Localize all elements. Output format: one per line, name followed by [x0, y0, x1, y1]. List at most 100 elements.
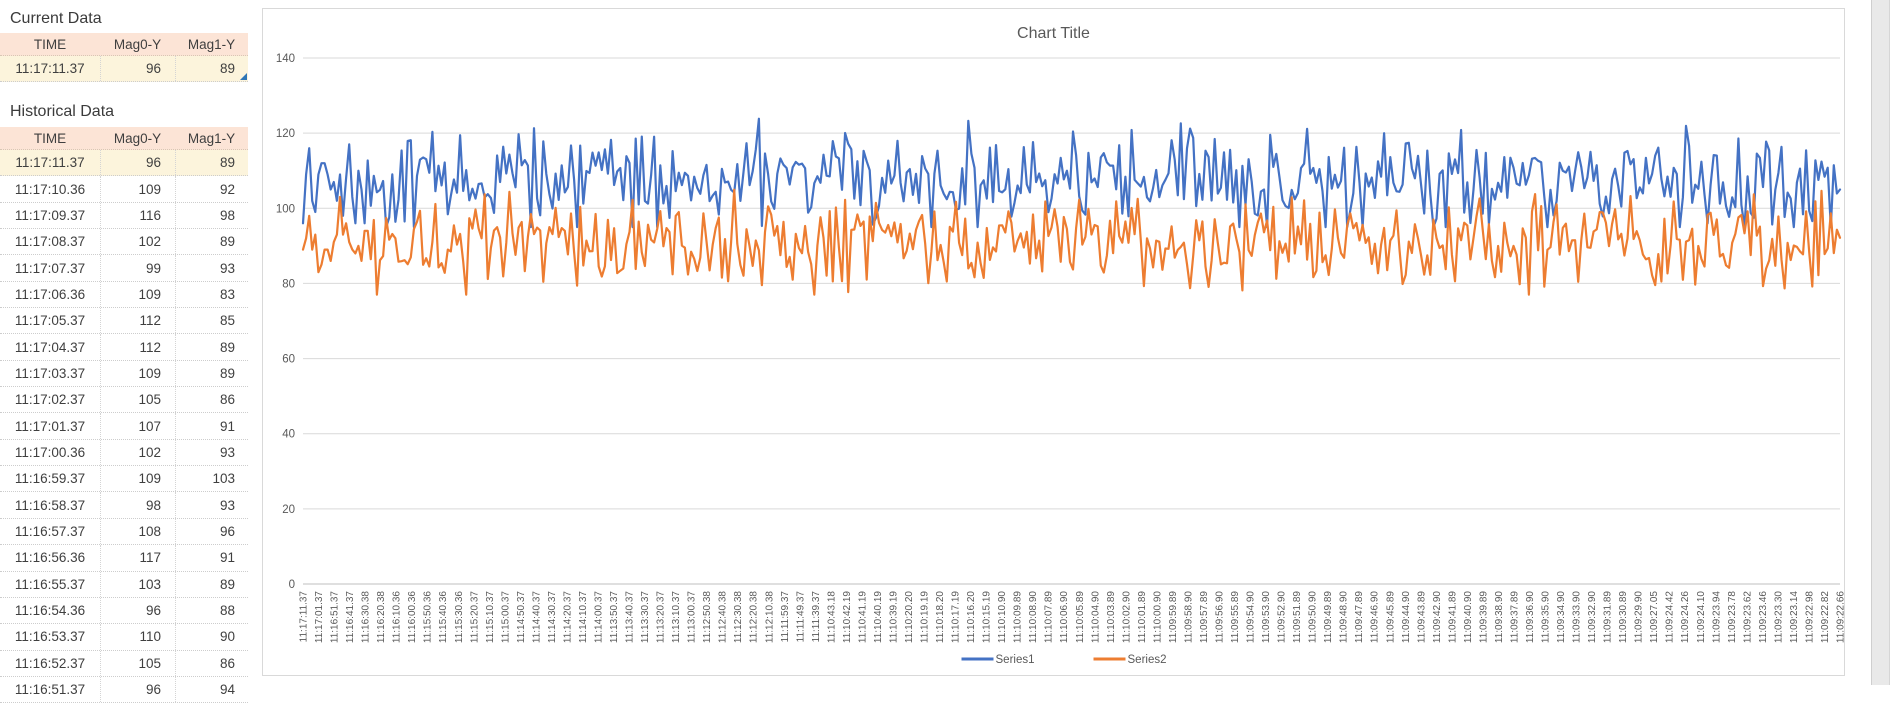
cell-mag0[interactable]: 116	[100, 202, 175, 229]
cell-time[interactable]: 11:16:51.37	[14, 682, 86, 698]
cell-time[interactable]: 11:16:53.37	[14, 629, 86, 645]
cell-time[interactable]: 11:17:02.37	[14, 392, 86, 408]
svg-text:11:09:36.90: 11:09:36.90	[1525, 591, 1536, 644]
svg-text:11:10:01.89: 11:10:01.89	[1137, 591, 1148, 644]
legend-item-series1[interactable]: Series1	[961, 654, 1035, 666]
cell-mag0[interactable]: 96	[100, 676, 175, 703]
cell-mag0[interactable]: 105	[100, 650, 175, 676]
cell-mag0[interactable]: 102	[100, 439, 175, 466]
cell-mag0[interactable]: 110	[100, 624, 175, 650]
svg-text:11:09:34.90: 11:09:34.90	[1556, 591, 1567, 644]
cell-time[interactable]: 11:17:08.37	[14, 234, 86, 250]
cell-time[interactable]: 11:16:55.37	[14, 576, 86, 592]
cell-mag0[interactable]: 103	[100, 571, 175, 597]
cell-mag1[interactable]: 86	[175, 650, 248, 676]
cell-mag1[interactable]: 89	[175, 150, 248, 176]
column-header-mag1-y[interactable]: Mag1-Y	[187, 36, 236, 52]
cell-mag0[interactable]: 96	[100, 56, 175, 82]
cell-time[interactable]: 11:16:58.37	[14, 497, 86, 513]
cell-mag0[interactable]: 96	[100, 597, 175, 624]
table-row: 11:17:07.37 99 93	[0, 255, 248, 282]
cell-mag1[interactable]: 93	[175, 492, 248, 518]
series-line-series1[interactable]	[301, 117, 1842, 229]
svg-text:11:09:42.90: 11:09:42.90	[1432, 591, 1443, 644]
cell-mag0[interactable]: 99	[100, 255, 175, 281]
cell-mag1[interactable]: 85	[175, 308, 248, 334]
column-header-mag0-y[interactable]: Mag0-Y	[113, 36, 162, 52]
cell-mag1[interactable]: 96	[175, 518, 248, 545]
cell-mag1[interactable]: 89	[175, 229, 248, 255]
cell-mag0[interactable]: 109	[100, 466, 175, 492]
cell-time[interactable]: 11:16:54.36	[14, 603, 86, 619]
svg-text:11:15:50.36: 11:15:50.36	[423, 591, 434, 644]
current-data-title: Current Data	[10, 10, 102, 27]
column-header-mag1-y[interactable]: Mag1-Y	[187, 130, 236, 146]
cell-time[interactable]: 11:17:00.36	[14, 444, 86, 460]
cell-mag1[interactable]: 91	[175, 545, 248, 571]
cell-mag1[interactable]: 103	[175, 466, 248, 492]
cell-mag1[interactable]: 91	[175, 413, 248, 439]
svg-text:11:09:39.89: 11:09:39.89	[1478, 591, 1489, 644]
cell-mag1[interactable]: 88	[175, 597, 248, 624]
cell-mag0[interactable]: 105	[100, 387, 175, 413]
column-header-time[interactable]: TIME	[33, 36, 67, 52]
cell-time[interactable]: 11:17:06.36	[14, 286, 86, 302]
cell-mag1[interactable]: 98	[175, 202, 248, 229]
cell-mag0[interactable]: 108	[100, 518, 175, 545]
cell-mag0[interactable]: 112	[100, 334, 175, 360]
cell-time[interactable]: 11:17:05.37	[14, 313, 86, 329]
svg-text:11:09:24.26: 11:09:24.26	[1680, 591, 1691, 644]
cell-mag0[interactable]: 109	[100, 176, 175, 202]
svg-text:11:10:15.19: 11:10:15.19	[982, 591, 993, 644]
cell-mag0[interactable]: 107	[100, 413, 175, 439]
cell-mag1[interactable]: 93	[175, 439, 248, 466]
cell-time[interactable]: 11:17:07.37	[14, 260, 86, 276]
svg-text:11:10:19.19: 11:10:19.19	[920, 591, 931, 644]
chart[interactable]: Chart Title 0 20 40 60 80 100 120 140 11:17:11.3…	[262, 8, 1845, 676]
cell-time[interactable]: 11:16:52.37	[14, 655, 86, 671]
cell-mag1[interactable]: 94	[175, 676, 248, 703]
column-header-time[interactable]: TIME	[33, 130, 67, 146]
cell-time[interactable]: 11:17:04.37	[14, 339, 86, 355]
cell-mag1[interactable]: 89	[175, 571, 248, 597]
svg-text:11:09:23.14: 11:09:23.14	[1789, 591, 1800, 644]
cell-time[interactable]: 11:17:11.37	[15, 61, 85, 77]
cell-mag0[interactable]: 96	[100, 150, 175, 176]
cell-time[interactable]: 11:17:01.37	[14, 418, 86, 434]
table-row: 11:16:53.37 110 90	[0, 624, 248, 651]
cell-time[interactable]: 11:16:56.36	[14, 550, 86, 566]
table-row: 11:16:59.37 109 103	[0, 466, 248, 493]
svg-text:11:14:20.37: 11:14:20.37	[562, 591, 573, 644]
cell-mag0[interactable]: 112	[100, 308, 175, 334]
cell-time[interactable]: 11:16:59.37	[14, 471, 86, 487]
legend-label: Series2	[1128, 654, 1167, 666]
cell-mag1[interactable]: 89	[175, 56, 248, 82]
cell-mag0[interactable]: 109	[100, 281, 175, 308]
cell-time[interactable]: 11:16:57.37	[14, 523, 86, 539]
table-row: 11:16:51.37 96 94	[0, 676, 248, 703]
cell-mag1[interactable]: 92	[175, 176, 248, 202]
cell-time[interactable]: 11:17:09.37	[14, 207, 86, 223]
column-header-mag0-y[interactable]: Mag0-Y	[113, 130, 162, 146]
cell-mag0[interactable]: 109	[100, 360, 175, 387]
cell-time[interactable]: 11:17:11.37	[15, 155, 85, 171]
svg-text:11:10:18.20: 11:10:18.20	[935, 591, 946, 644]
cell-mag1[interactable]: 89	[175, 334, 248, 360]
cell-mag0[interactable]: 98	[100, 492, 175, 518]
series-line-series2[interactable]	[301, 188, 1842, 296]
cell-mag1[interactable]: 89	[175, 360, 248, 387]
legend-item-series2[interactable]: Series2	[1093, 654, 1167, 666]
cell-mag1[interactable]: 93	[175, 255, 248, 281]
svg-text:11:10:20.20: 11:10:20.20	[904, 591, 915, 644]
cell-mag0[interactable]: 117	[100, 545, 175, 571]
cell-mag1[interactable]: 86	[175, 387, 248, 413]
table-resize-handle[interactable]	[240, 73, 247, 81]
vertical-scrollbar[interactable]	[1871, 0, 1890, 685]
cell-time[interactable]: 11:17:03.37	[14, 365, 86, 381]
svg-text:11:09:23.30: 11:09:23.30	[1773, 591, 1784, 644]
svg-text:80: 80	[282, 278, 295, 290]
cell-time[interactable]: 11:17:10.36	[14, 181, 86, 197]
cell-mag0[interactable]: 102	[100, 229, 175, 255]
cell-mag1[interactable]: 90	[175, 624, 248, 650]
cell-mag1[interactable]: 83	[175, 281, 248, 308]
